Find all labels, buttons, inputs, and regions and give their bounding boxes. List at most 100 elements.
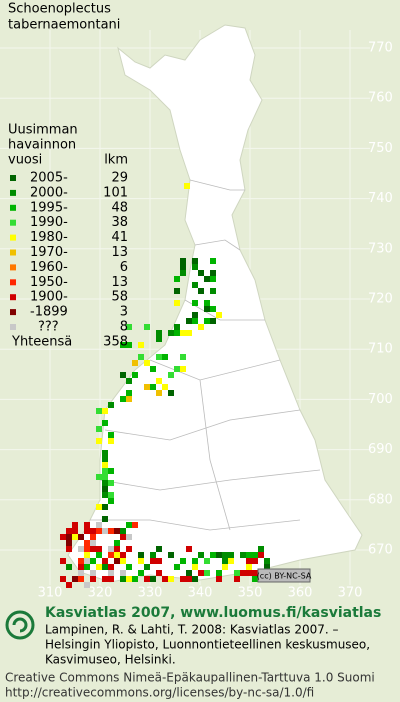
y-coordinate-label: 680 [368,492,393,507]
observation-square [174,564,180,570]
observation-square [90,570,96,576]
observation-square [192,318,198,324]
observation-square [192,300,198,306]
observation-square [102,456,108,462]
observation-square [198,324,204,330]
legend-count: 6 [120,260,128,275]
observation-square [108,468,114,474]
observation-square [222,552,228,558]
observation-square [228,552,234,558]
observation-square [186,570,192,576]
observation-square [138,342,144,348]
legend-label: 1950- [30,275,68,290]
observation-square [126,342,132,348]
observation-square [204,276,210,282]
legend-heading: havainnon [8,138,76,153]
legend-count: 29 [111,171,128,186]
observation-square [210,318,216,324]
observation-square [246,552,252,558]
finland-outline [67,24,363,583]
legend-count: 58 [111,290,128,305]
observation-square [102,462,108,468]
y-coordinate-label: 740 [368,191,393,206]
legend-swatch [10,264,16,271]
legend-swatch [10,175,16,181]
observation-square [174,300,180,306]
y-coordinate-label: 690 [368,442,393,457]
observation-square [102,576,108,582]
observation-square [144,360,150,366]
observation-square [258,546,264,552]
observation-square [96,522,102,528]
observation-square [102,480,108,486]
observation-square [156,336,162,342]
observation-square [132,576,138,582]
legend-swatch [10,234,16,241]
observation-square [246,564,252,570]
observation-square [108,480,114,486]
observation-square [240,570,246,576]
observation-square [222,558,228,564]
legend-count: 38 [111,215,128,230]
observation-square [216,312,222,318]
observation-square [108,564,114,570]
observation-square [162,384,168,390]
observation-square [168,576,174,582]
observation-square [138,570,144,576]
observation-square [210,288,216,294]
observation-square [192,558,198,564]
observation-square [180,354,186,360]
legend-label: 1990- [30,215,68,230]
cc-badge-text: (cc) BY-NC-SA [257,572,312,581]
legend-label: 2000- [30,185,68,200]
observation-square [168,372,174,378]
x-coordinate-label: 320 [88,586,113,601]
legend-count: 101 [103,185,128,200]
observation-square [102,408,108,414]
observation-square [102,558,108,564]
observation-square [150,552,156,558]
observation-square [126,522,132,528]
region-borders [90,179,321,531]
observation-square [66,540,72,546]
x-coordinate-label: 340 [188,586,213,601]
y-coordinate-label: 670 [368,543,393,558]
x-coordinate-label: 350 [238,586,263,601]
y-coordinate-label: 730 [368,241,393,256]
legend-count: 41 [111,230,128,245]
observation-square [204,318,210,324]
observation-square [90,540,96,546]
observation-square [252,576,258,582]
observation-square [84,564,90,570]
observation-square [252,558,258,564]
x-coordinate-label: 360 [288,586,313,601]
observation-square [90,534,96,540]
observation-square [156,354,162,360]
observation-square [180,264,186,270]
observation-square [252,570,258,576]
observation-square [102,468,108,474]
observation-square [180,576,186,582]
observation-square [216,576,222,582]
observation-square [156,558,162,564]
observation-square [78,564,84,570]
observation-square [138,552,144,558]
observation-square [120,570,126,576]
observation-square [132,372,138,378]
observation-square [120,576,126,582]
x-coordinate-label: 330 [138,586,163,601]
x-coordinate-label: 310 [38,586,63,601]
observation-square [198,570,204,576]
observation-square [120,342,126,348]
observation-square [66,528,72,534]
observation-square [192,264,198,270]
observation-square [66,582,72,588]
observation-square [174,366,180,372]
observation-square [174,276,180,282]
observation-square [184,183,190,189]
legend-swatch [10,219,16,226]
legend-swatch [10,324,16,330]
observation-square [120,558,126,564]
observation-square [102,450,108,456]
